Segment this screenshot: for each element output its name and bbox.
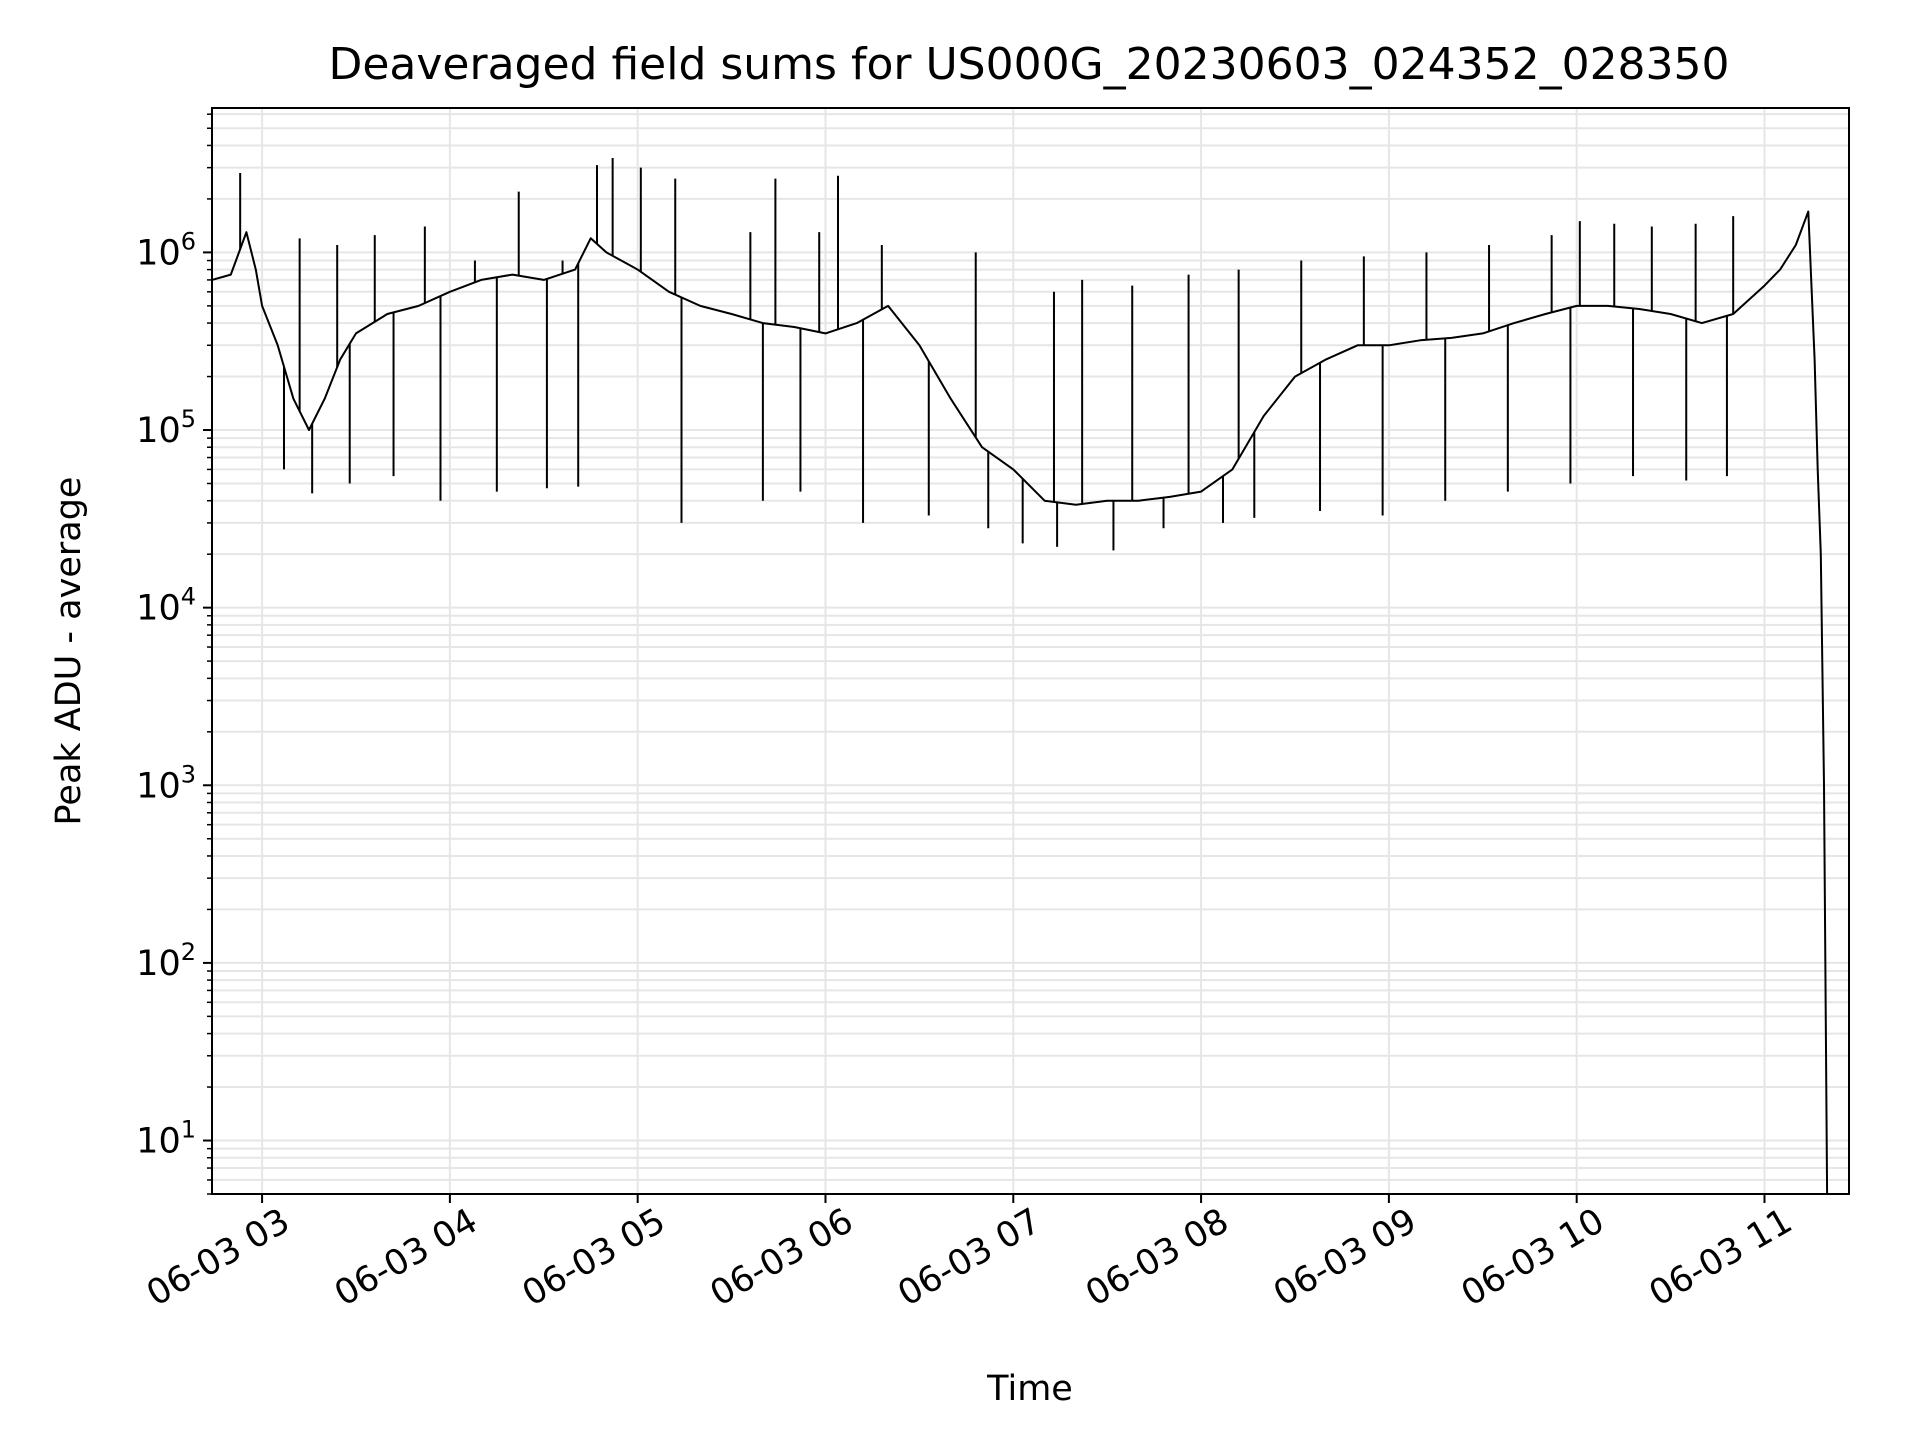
- y-tick-label: 105: [136, 405, 196, 451]
- grid-layer: [212, 108, 1849, 1195]
- chart-title: Deaveraged field sums for US000G_2023060…: [328, 39, 1729, 90]
- y-tick-label: 106: [136, 227, 196, 273]
- plot-frame: [211, 107, 1850, 1195]
- x-axis-label: Time: [986, 1369, 1073, 1409]
- series-layer: [211, 157, 1829, 1195]
- series-line: [211, 210, 1829, 1195]
- y-tick-label: 101: [136, 1116, 196, 1162]
- y-axis-label: Peak ADU - average: [49, 477, 89, 826]
- y-tick-label: 103: [136, 760, 196, 806]
- y-tick-label: 104: [136, 583, 196, 629]
- y-tick-label: 102: [136, 938, 196, 984]
